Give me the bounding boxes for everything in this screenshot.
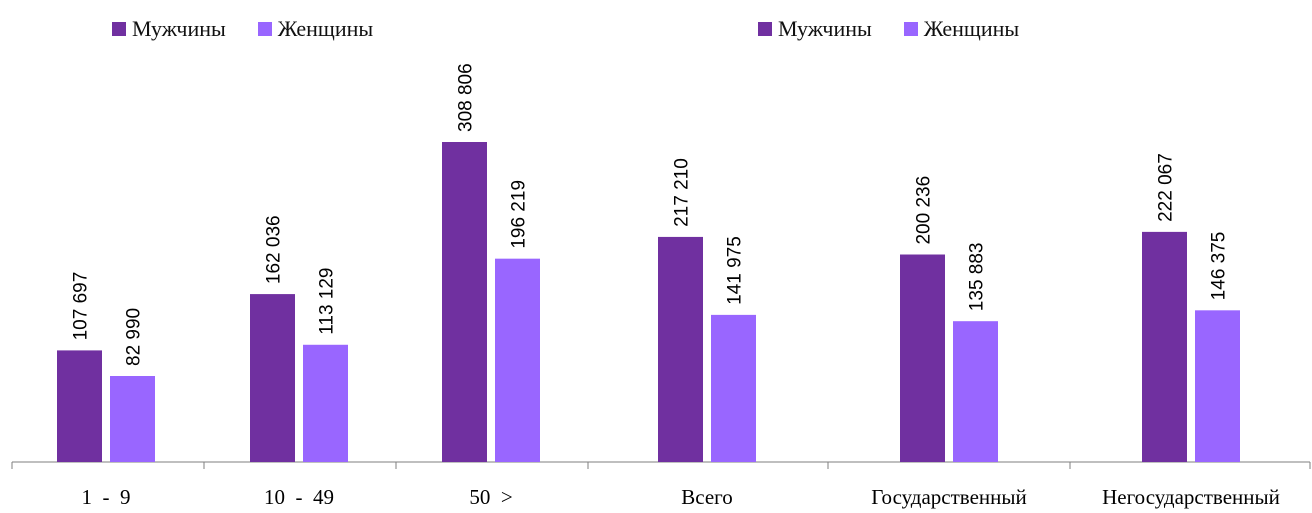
legend-item-women: Женщины	[257, 16, 374, 42]
bar-women	[711, 314, 756, 462]
legend-swatch-women	[257, 22, 272, 36]
bar-value-label: 146 375	[1209, 232, 1230, 301]
legend-label-women: Женщины	[923, 16, 1020, 41]
bar-value-label: 135 883	[967, 243, 988, 312]
category-label: Всего	[681, 485, 733, 509]
category-label: 1 - 9	[82, 485, 131, 509]
bar-value-label: 308 806	[456, 63, 477, 132]
bar-value-label: 141 975	[725, 236, 746, 305]
category-label: 50 >	[469, 485, 512, 509]
bar-men	[442, 142, 487, 462]
category-label: Негосударственный	[1102, 485, 1280, 509]
bar-value-label: 200 236	[914, 176, 935, 245]
bar-women	[303, 344, 348, 462]
bar-value-label: 217 210	[672, 158, 693, 227]
legend-item-women: Женщины	[903, 16, 1020, 42]
legend-item-men: Мужчины	[758, 16, 872, 42]
bar-women	[953, 321, 998, 462]
bar-men	[1142, 231, 1187, 462]
bar-women	[495, 258, 540, 462]
legend-swatch-men	[112, 22, 126, 36]
bar-men	[250, 294, 295, 462]
bar-value-label: 162 036	[264, 215, 285, 284]
legend-item-men: Мужчины	[112, 16, 226, 42]
legend-label-men: Мужчины	[132, 16, 226, 41]
legend-label-men: Мужчины	[778, 16, 872, 41]
bar-value-label: 113 129	[317, 267, 338, 334]
bar-men	[57, 350, 102, 462]
bar-value-label: 196 219	[509, 180, 530, 249]
bar-value-label: 107 697	[71, 272, 92, 341]
bar-value-label: 82 990	[124, 308, 145, 366]
category-label: Государственный	[871, 485, 1026, 509]
bar-men	[900, 254, 945, 462]
legend-swatch-men	[758, 22, 772, 36]
bar-value-label: 222 067	[1156, 153, 1177, 222]
legend-left: Мужчины Женщины	[112, 16, 399, 42]
legend-right: Мужчины Женщины	[758, 16, 1045, 42]
bar-women	[1195, 310, 1240, 462]
bar-men	[658, 236, 703, 462]
legend-swatch-women	[903, 22, 918, 36]
legend-label-women: Женщины	[277, 16, 374, 41]
category-label: 10 - 49	[264, 485, 334, 509]
bar-women	[110, 376, 155, 462]
